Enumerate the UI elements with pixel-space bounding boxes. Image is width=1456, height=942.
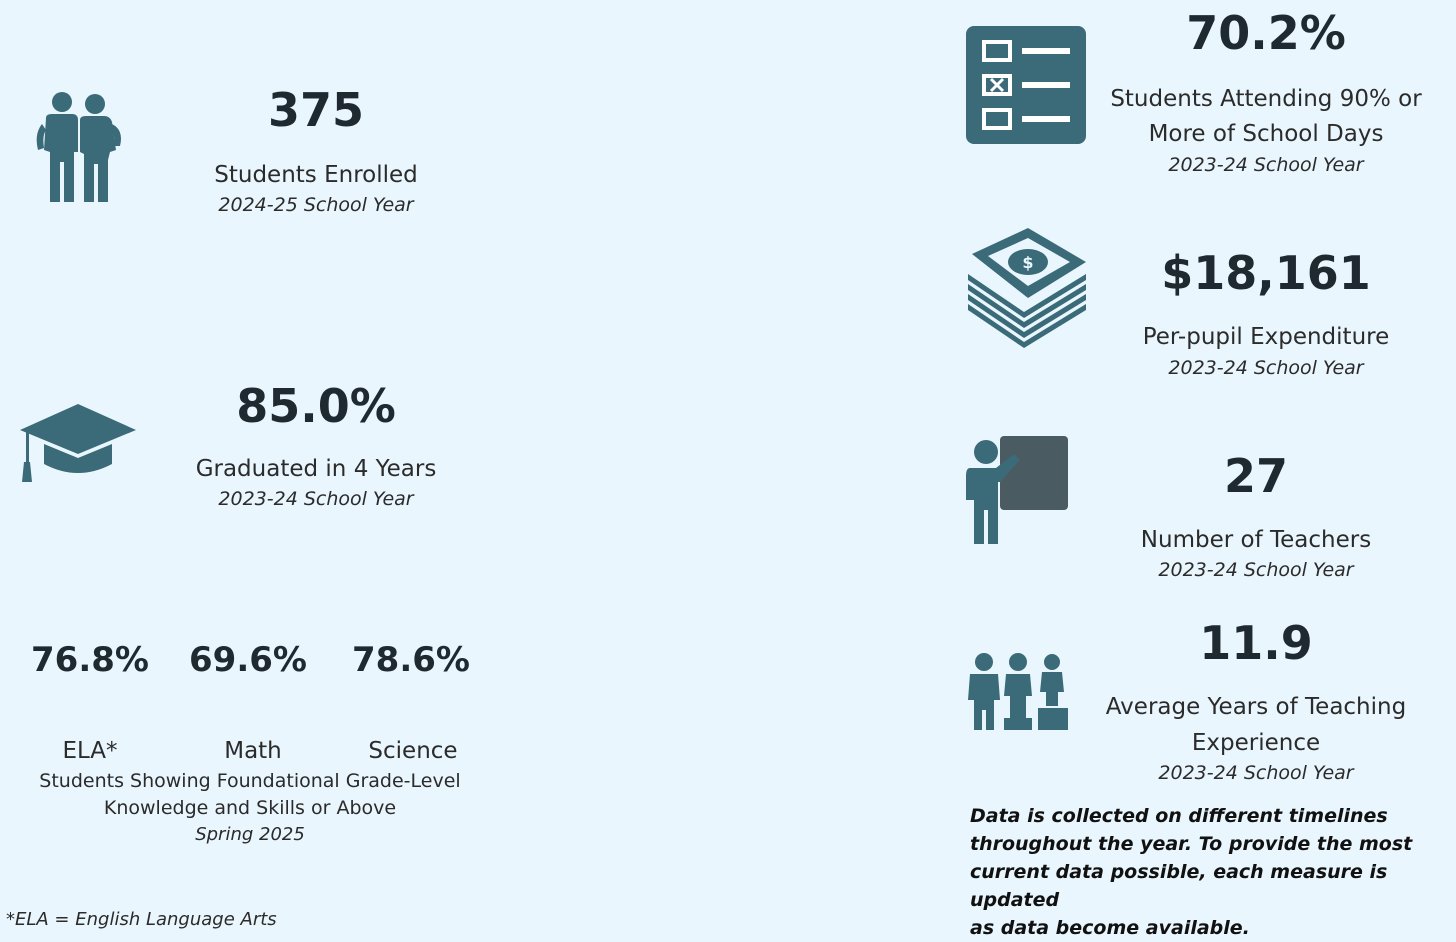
graduated-label: Graduated in 4 Years	[195, 456, 437, 482]
math-value: 69.6%	[189, 640, 307, 680]
math-label: Math	[224, 738, 282, 764]
attendance-label-line1: Students Attending 90% or	[1110, 86, 1422, 112]
people-podium-icon	[968, 653, 1068, 730]
attendance-value: 70.2%	[1186, 6, 1346, 60]
enrolled-year: 2024-25 School Year	[218, 194, 414, 216]
enrolled-label: Students Enrolled	[214, 162, 418, 188]
graduated-value: 85.0%	[236, 379, 396, 433]
data-note-line1: Data is collected on different timelines	[970, 805, 1388, 827]
data-note: Data is collected on different timelines…	[970, 802, 1450, 942]
teachers-value: 27	[1223, 449, 1288, 503]
expenditure-label: Per-pupil Expenditure	[1142, 324, 1390, 350]
checklist-icon	[966, 26, 1086, 144]
proficiency-period: Spring 2025	[195, 824, 305, 845]
science-value: 78.6%	[352, 640, 470, 680]
teachers-label: Number of Teachers	[1140, 527, 1372, 553]
expenditure-year: 2023-24 School Year	[1168, 357, 1364, 379]
experience-year: 2023-24 School Year	[1158, 762, 1354, 784]
money-stack-icon: $	[968, 228, 1086, 348]
experience-label-line1: Average Years of Teaching	[1105, 694, 1407, 720]
footnote: *ELA = English Language Arts	[6, 909, 277, 930]
experience-label-line2: Experience	[1191, 730, 1321, 756]
teacher-board-icon	[966, 436, 1068, 544]
expenditure-value: $18,161	[1161, 246, 1371, 300]
proficiency-label-line2: Knowledge and Skills or Above	[103, 797, 397, 819]
data-note-line3: current data possible, each measure is u…	[970, 861, 1388, 911]
proficiency-label-line1: Students Showing Foundational Grade-Leve…	[39, 770, 461, 792]
enrolled-value: 375	[267, 83, 365, 137]
graduation-cap-icon	[20, 404, 136, 482]
experience-value: 11.9	[1199, 616, 1313, 670]
data-note-line4: as data become available.	[970, 917, 1250, 939]
graduated-year: 2023-24 School Year	[218, 488, 414, 510]
students-icon	[36, 92, 121, 202]
science-label: Science	[368, 738, 458, 764]
attendance-label-line2: More of School Days	[1148, 121, 1384, 147]
svg-text:$: $	[1022, 253, 1033, 272]
attendance-year: 2023-24 School Year	[1168, 154, 1364, 176]
data-note-line2: throughout the year. To provide the most	[970, 833, 1413, 855]
ela-value: 76.8%	[31, 640, 149, 680]
ela-label: ELA*	[62, 738, 118, 764]
teachers-year: 2023-24 School Year	[1158, 559, 1354, 581]
